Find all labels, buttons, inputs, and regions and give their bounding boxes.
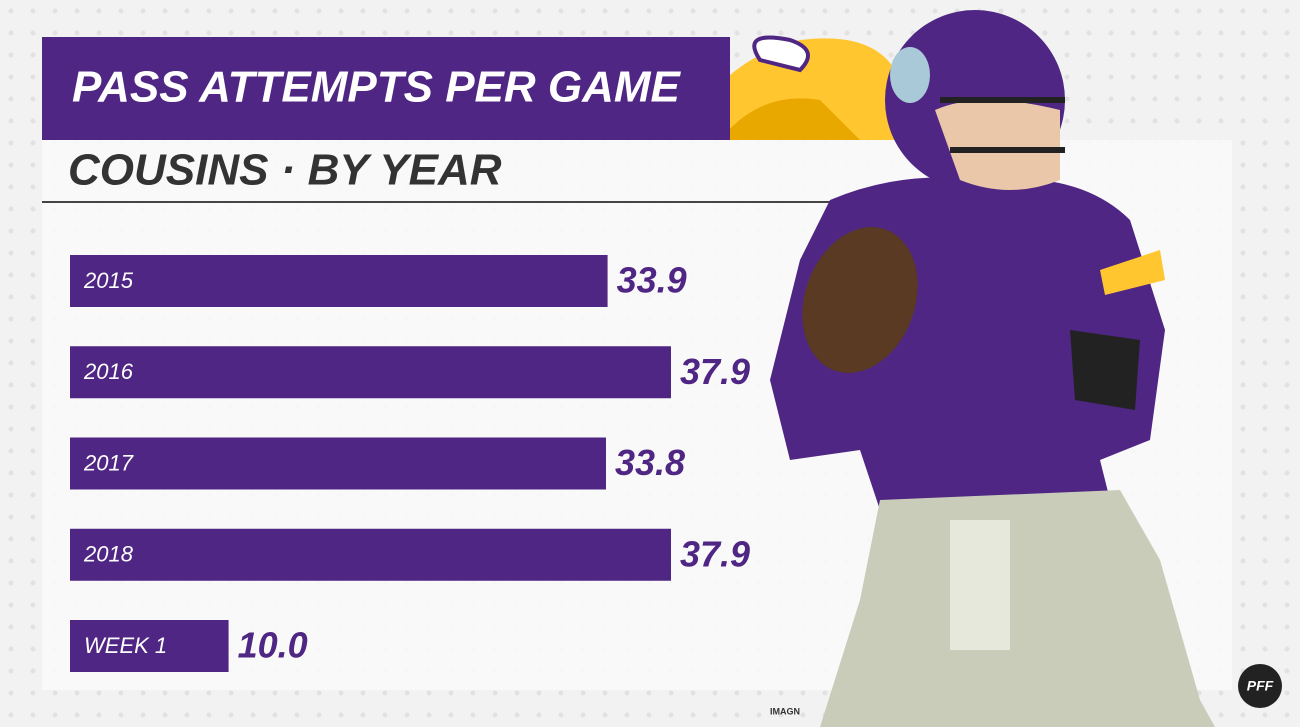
pff-badge: [1238, 664, 1282, 708]
bar: [70, 528, 671, 581]
value-label: 10.0: [238, 625, 308, 666]
value-label: 33.8: [615, 442, 685, 483]
value-label: 37.9: [680, 533, 750, 574]
category-label: 2017: [83, 450, 134, 475]
value-label: 37.9: [680, 351, 750, 392]
category-label: 2015: [83, 268, 134, 293]
value-label: 33.9: [617, 260, 687, 301]
bar: [70, 437, 606, 490]
bar: [70, 346, 671, 399]
title-bar: [42, 37, 730, 140]
team-logo: [680, 35, 900, 141]
bar: [70, 255, 608, 307]
category-label: 2018: [83, 542, 134, 567]
chart-subtitle: COUSINS · BY YEAR: [68, 146, 502, 195]
player-photo: [770, 10, 1215, 727]
category-label: WEEK 1: [84, 633, 167, 658]
pff-logo: PFF: [1247, 678, 1274, 694]
category-label: 2016: [83, 359, 134, 384]
photo-credit: IMAGN: [770, 706, 800, 716]
chart-title: PASS ATTEMPTS PER GAME: [72, 63, 682, 112]
bar: [70, 620, 229, 672]
